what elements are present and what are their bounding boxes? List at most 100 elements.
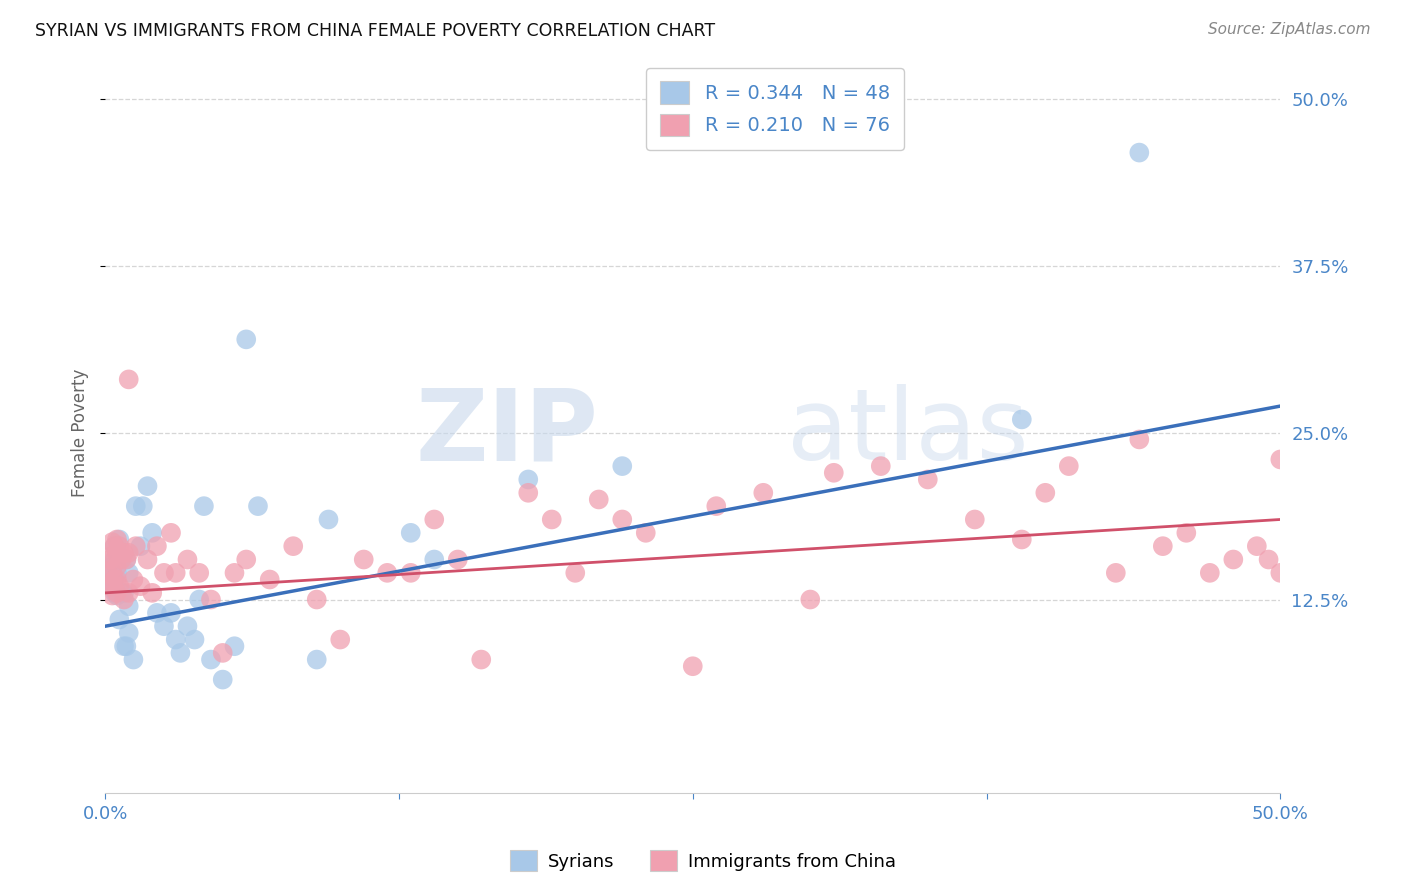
Point [470, 652, 492, 666]
Point [125, 539, 148, 553]
Point [105, 546, 128, 560]
Point [108, 539, 131, 553]
Legend: R = 0.344   N = 48, R = 0.210   N = 76: R = 0.344 N = 48, R = 0.210 N = 76 [647, 68, 904, 150]
Point [129, 539, 152, 553]
Point [200, 652, 222, 666]
Text: atlas: atlas [787, 384, 1028, 482]
Point [183, 632, 205, 647]
Point [1011, 533, 1033, 547]
Point [118, 586, 141, 600]
Point [105, 546, 128, 560]
Point [160, 606, 183, 620]
Point [111, 586, 134, 600]
Legend: Syrians, Immigrants from China: Syrians, Immigrants from China [502, 843, 904, 879]
Point [612, 512, 634, 526]
Text: ZIP: ZIP [416, 384, 599, 482]
Point [1246, 539, 1268, 553]
Point [235, 552, 257, 566]
Point [165, 632, 187, 647]
Point [224, 566, 246, 580]
Point [193, 499, 215, 513]
Point [752, 485, 775, 500]
Point [1270, 566, 1292, 580]
Point [146, 606, 169, 620]
Point [136, 552, 159, 566]
Point [108, 613, 131, 627]
Point [423, 552, 446, 566]
Point [1257, 552, 1279, 566]
Point [259, 573, 281, 587]
Point [118, 546, 141, 560]
Point [176, 552, 198, 566]
Point [517, 485, 540, 500]
Point [105, 559, 128, 574]
Point [115, 552, 138, 566]
Point [98, 552, 121, 566]
Point [704, 499, 727, 513]
Point [211, 646, 233, 660]
Point [423, 512, 446, 526]
Point [399, 566, 422, 580]
Point [101, 535, 124, 549]
Point [105, 586, 128, 600]
Point [1175, 525, 1198, 540]
Point [1033, 485, 1056, 500]
Point [108, 579, 131, 593]
Point [101, 549, 124, 563]
Point [112, 546, 135, 560]
Point [104, 552, 127, 566]
Point [399, 525, 422, 540]
Point [517, 473, 540, 487]
Point [1198, 566, 1220, 580]
Point [122, 652, 145, 666]
Point [1057, 459, 1080, 474]
Point [141, 525, 163, 540]
Point [101, 575, 124, 590]
Point [115, 552, 138, 566]
Point [105, 573, 128, 587]
Point [101, 566, 124, 580]
Point [125, 499, 148, 513]
Point [540, 512, 562, 526]
Point [101, 559, 124, 574]
Point [634, 525, 657, 540]
Point [176, 619, 198, 633]
Point [353, 552, 375, 566]
Point [118, 599, 141, 614]
Point [153, 566, 176, 580]
Point [136, 479, 159, 493]
Point [105, 533, 128, 547]
Y-axis label: Female Poverty: Female Poverty [72, 368, 89, 497]
Point [112, 639, 135, 653]
Point [235, 332, 257, 346]
Point [115, 639, 138, 653]
Point [917, 473, 939, 487]
Point [122, 573, 145, 587]
Point [104, 573, 127, 587]
Point [105, 589, 128, 603]
Point [169, 646, 191, 660]
Point [188, 592, 211, 607]
Point [97, 566, 120, 580]
Point [98, 573, 121, 587]
Point [101, 562, 124, 576]
Point [111, 552, 134, 566]
Point [447, 552, 470, 566]
Point [98, 579, 121, 593]
Point [375, 566, 398, 580]
Point [823, 466, 845, 480]
Text: Source: ZipAtlas.com: Source: ZipAtlas.com [1208, 22, 1371, 37]
Point [1011, 412, 1033, 426]
Point [188, 566, 211, 580]
Point [588, 492, 610, 507]
Point [200, 592, 222, 607]
Point [1105, 566, 1128, 580]
Point [1270, 452, 1292, 467]
Point [305, 592, 328, 607]
Point [211, 673, 233, 687]
Point [1128, 433, 1150, 447]
Point [118, 372, 141, 386]
Point [118, 626, 141, 640]
Point [869, 459, 891, 474]
Point [132, 499, 155, 513]
